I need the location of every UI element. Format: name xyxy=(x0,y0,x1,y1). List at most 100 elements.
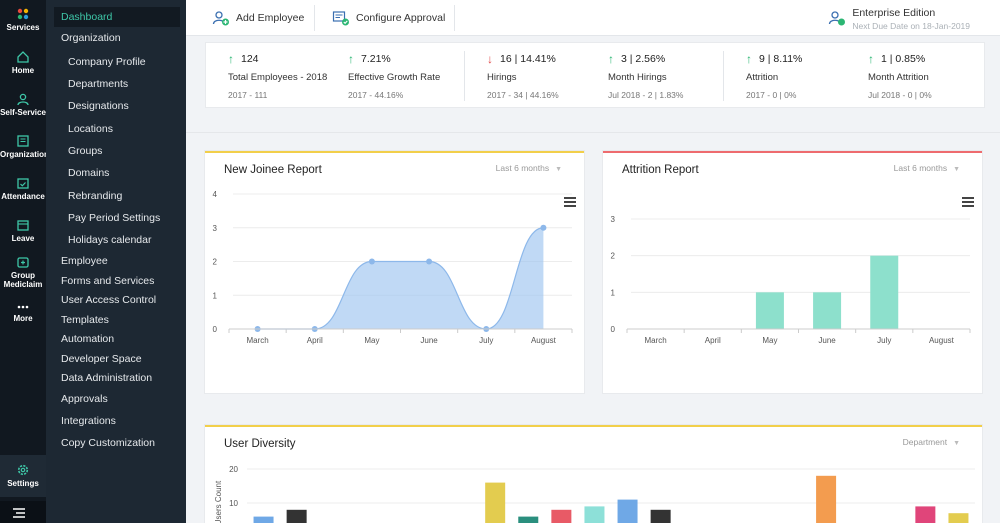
stat-value-row: ↓ 16 | 14.41% xyxy=(487,52,559,66)
rail-label: Organization xyxy=(0,150,49,159)
menu-item[interactable]: Domains xyxy=(68,167,110,179)
menu-item[interactable]: Dashboard xyxy=(54,7,180,27)
menu-item[interactable]: Data Administration xyxy=(61,372,153,384)
rail-services[interactable]: Services xyxy=(0,7,46,32)
rail-leave[interactable]: Leave xyxy=(0,218,46,243)
card-accent xyxy=(603,151,982,153)
toolbar-divider xyxy=(454,5,455,31)
stat-value: 7.21% xyxy=(361,53,391,65)
caret-down-icon: ▼ xyxy=(953,440,960,447)
stat-comparison: Jul 2018 - 0 | 0% xyxy=(868,90,932,100)
menu-item[interactable]: Integrations xyxy=(61,415,116,427)
rail-self-service[interactable]: Self-Service xyxy=(0,92,46,117)
calendar-icon xyxy=(17,220,29,231)
app-rail: Services Home Self-Service Organization … xyxy=(0,0,49,523)
data-point[interactable] xyxy=(426,258,433,265)
user-diversity-card: User Diversity Department ▼ 10 20 Users Cou… xyxy=(204,424,983,523)
menu-item[interactable]: Company Profile xyxy=(68,56,146,68)
menu-item[interactable]: Developer Space xyxy=(61,353,142,365)
menu-item[interactable]: Designations xyxy=(68,100,129,112)
bar[interactable] xyxy=(617,499,638,523)
menu-item[interactable]: User Access Control xyxy=(61,294,157,306)
rail-label: Self-Service xyxy=(0,108,46,117)
bar[interactable] xyxy=(518,516,539,523)
menu-item[interactable]: Templates xyxy=(61,314,109,326)
y-tick-label: 1 xyxy=(213,291,218,300)
period-filter-dropdown[interactable]: Last 6 months ▼ xyxy=(496,163,562,173)
period-filter-value: Last 6 months xyxy=(495,163,550,173)
rail-attendance[interactable]: Attendance xyxy=(0,176,46,201)
bar[interactable] xyxy=(816,475,837,523)
bar[interactable] xyxy=(584,506,605,523)
y-tick-label: 0 xyxy=(611,325,616,334)
bar[interactable] xyxy=(286,509,307,523)
stat-divider xyxy=(723,51,724,101)
collapse-menu-button[interactable] xyxy=(0,501,46,523)
stat-comparison: 2017 - 44.16% xyxy=(348,90,404,100)
bar[interactable] xyxy=(870,255,899,329)
x-tick-label: May xyxy=(762,336,777,345)
new-joinee-chart: 0 1 2 3 4 March April May June July August xyxy=(213,190,573,345)
rail-label: Settings xyxy=(7,479,39,488)
card-title: User Diversity xyxy=(224,438,296,450)
menu-item[interactable]: Holidays calendar xyxy=(68,234,152,246)
chart-menu-icon[interactable] xyxy=(564,197,576,209)
y-tick-label: 20 xyxy=(229,465,238,474)
menu-item[interactable]: Forms and Services xyxy=(61,275,155,287)
toolbar: Add Employee Configure Approval Enterpri… xyxy=(186,0,1000,36)
menu-item[interactable]: Organization xyxy=(61,32,121,44)
department-filter-dropdown[interactable]: Department ▼ xyxy=(903,437,960,447)
rail-group-mediclaim[interactable]: Group Mediclaim xyxy=(0,255,46,289)
rail-organization[interactable]: Organization xyxy=(0,134,49,159)
data-point[interactable] xyxy=(368,258,375,265)
menu-item[interactable]: Approvals xyxy=(61,393,108,405)
stat-divider xyxy=(464,51,465,101)
rail-more[interactable]: More xyxy=(0,302,46,323)
rail-home[interactable]: Home xyxy=(0,50,46,75)
bar[interactable] xyxy=(253,516,274,523)
attrition-chart: 0 1 2 3 March April May June July August xyxy=(611,215,971,345)
caret-down-icon: ▼ xyxy=(555,166,562,173)
arrow-up-icon: ↑ xyxy=(228,52,234,66)
medical-icon xyxy=(17,257,29,268)
arrow-up-icon: ↑ xyxy=(348,52,354,66)
menu-item[interactable]: Groups xyxy=(68,145,103,157)
add-employee-button[interactable]: Add Employee xyxy=(212,0,304,36)
bar[interactable] xyxy=(485,482,506,523)
stat-comparison: 2017 - 0 | 0% xyxy=(746,90,797,100)
menu-item[interactable]: Automation xyxy=(61,333,115,345)
menu-item[interactable]: Departments xyxy=(68,78,129,90)
stat-item: ↓ 16 | 14.41% Hirings 2017 - 34 | 44.16% xyxy=(487,52,559,100)
bar[interactable] xyxy=(650,509,671,523)
menu-item[interactable]: Rebranding xyxy=(68,190,123,202)
stat-comparison: Jul 2018 - 2 | 1.83% xyxy=(608,90,684,100)
approval-icon xyxy=(332,11,349,26)
stat-label: Month Attrition xyxy=(868,72,929,83)
configure-approval-label: Configure Approval xyxy=(356,12,446,24)
y-tick-label: 2 xyxy=(611,252,616,261)
bar[interactable] xyxy=(948,513,969,523)
data-point[interactable] xyxy=(540,224,547,231)
y-tick-label: 3 xyxy=(611,215,616,224)
period-filter-dropdown[interactable]: Last 6 months ▼ xyxy=(894,163,960,173)
stat-value: 124 xyxy=(241,53,259,65)
bar[interactable] xyxy=(915,506,936,523)
stat-value-row: ↑ 1 | 0.85% xyxy=(868,52,932,66)
chart-menu-icon[interactable] xyxy=(962,197,974,209)
bar[interactable] xyxy=(551,509,572,523)
rail-label: More xyxy=(13,314,33,323)
menu-item[interactable]: Copy Customization xyxy=(61,437,155,449)
menu-item[interactable]: Pay Period Settings xyxy=(68,212,161,224)
menu-item[interactable]: Locations xyxy=(68,123,113,135)
arrow-up-icon: ↑ xyxy=(868,52,874,66)
y-tick-label: 3 xyxy=(213,224,218,233)
rail-label: Group Mediclaim xyxy=(3,271,43,289)
configure-approval-button[interactable]: Configure Approval xyxy=(332,0,445,36)
card-accent xyxy=(205,151,584,153)
menu-item[interactable]: Employee xyxy=(61,255,108,267)
rail-settings[interactable]: Settings xyxy=(0,455,46,497)
bar[interactable] xyxy=(755,292,784,329)
edition-info[interactable]: Enterprise Edition Next Due Date on 18-J… xyxy=(829,7,970,31)
bar[interactable] xyxy=(813,292,842,329)
stat-value: 1 | 0.85% xyxy=(881,53,926,65)
